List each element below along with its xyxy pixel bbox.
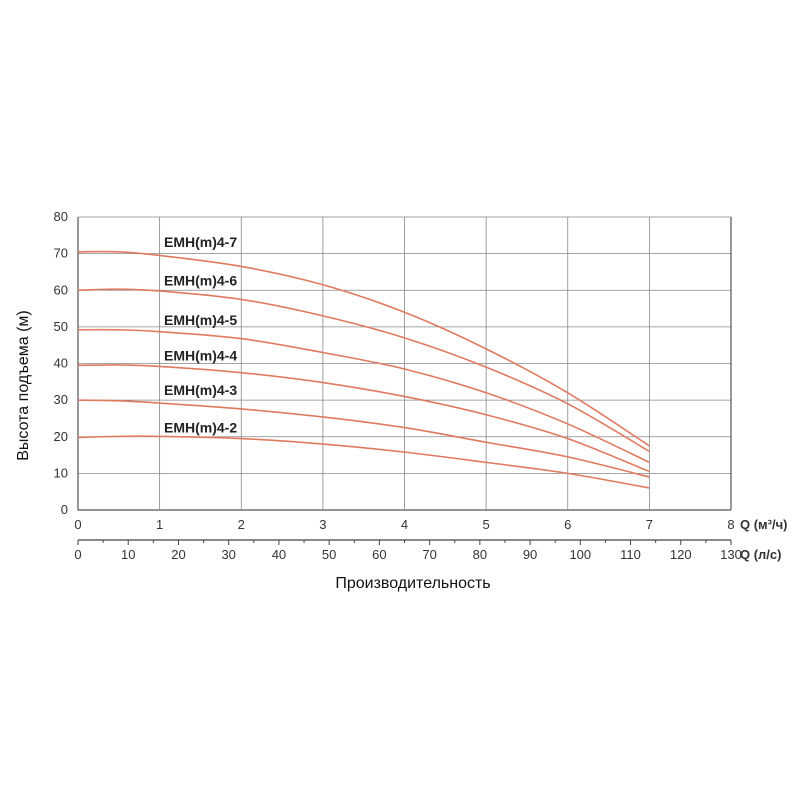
series-label-4: EMH(m)4-3 xyxy=(164,382,237,398)
x-axis-title: Производительность xyxy=(335,575,490,592)
x-secondary-tick-label-30: 30 xyxy=(221,547,235,562)
x-secondary-tick-label-80: 80 xyxy=(473,547,487,562)
y-axis-title: Высота подъема (м) xyxy=(15,310,32,460)
curve-emh-m-4-3 xyxy=(77,399,650,478)
curve-emh-m-4-5 xyxy=(77,328,650,464)
y-tick-label-30: 30 xyxy=(54,392,68,407)
y-tick-label-20: 20 xyxy=(54,429,68,444)
x-secondary-tick-label-60: 60 xyxy=(372,547,386,562)
y-tick-label-10: 10 xyxy=(54,465,68,480)
grid xyxy=(77,216,732,511)
y-tick-label-0: 0 xyxy=(61,502,68,517)
x-secondary-tick-label-0: 0 xyxy=(74,547,81,562)
x-secondary-tick-label-10: 10 xyxy=(121,547,135,562)
x-secondary-tick-label-70: 70 xyxy=(422,547,436,562)
x-secondary-tick-label-130: 130 xyxy=(720,547,742,562)
series-labels: EMH(m)4-7 EMH(m)4-6 EMH(m)4-5 EMH(m)4-4 EMH(… xyxy=(164,234,237,436)
y-tick-label-40: 40 xyxy=(54,356,68,371)
x-primary-tick-label-3: 3 xyxy=(319,517,326,532)
x-secondary-tick-label-50: 50 xyxy=(322,547,336,562)
y-tick-label-70: 70 xyxy=(54,246,68,261)
x-secondary-tick-label-90: 90 xyxy=(523,547,537,562)
x-primary-tick-label-4: 4 xyxy=(401,517,408,532)
x-axis-primary-unit: Q (м³/ч) xyxy=(740,517,788,532)
x-primary-tick-label-7: 7 xyxy=(646,517,653,532)
x-secondary-tick-label-110: 110 xyxy=(620,547,641,562)
series-label-5: EMH(m)4-2 xyxy=(164,419,237,435)
series-label-1: EMH(m)4-6 xyxy=(164,272,237,288)
y-tick-label-60: 60 xyxy=(54,282,68,297)
series-label-3: EMH(m)4-4 xyxy=(164,347,237,363)
x-axis-secondary-unit: Q (л/с) xyxy=(740,547,781,562)
x-primary-tick-label-5: 5 xyxy=(483,517,490,532)
x-secondary-tick-label-40: 40 xyxy=(272,547,286,562)
series-label-0: EMH(m)4-7 xyxy=(164,234,237,250)
curve-emh-m-4-6 xyxy=(77,288,650,453)
axes: Q (м³/ч) Q (л/с) Производительность Высо… xyxy=(15,209,788,592)
x-primary-tick-label-8: 8 xyxy=(727,517,734,532)
curve-emh-m-4-7 xyxy=(77,250,650,447)
x-primary-tick-label-6: 6 xyxy=(564,517,571,532)
x-primary-tick-label-1: 1 xyxy=(156,517,163,532)
y-tick-label-50: 50 xyxy=(54,319,68,334)
x-secondary-tick-label-100: 100 xyxy=(569,547,591,562)
curve-emh-m-4-4 xyxy=(77,364,650,473)
x-primary-tick-label-2: 2 xyxy=(238,517,245,532)
x-secondary-tick-label-120: 120 xyxy=(670,547,692,562)
series-label-2: EMH(m)4-5 xyxy=(164,312,237,328)
x-secondary-tick-label-20: 20 xyxy=(171,547,185,562)
performance-curves xyxy=(77,250,650,489)
curve-emh-m-4-2 xyxy=(77,435,650,489)
y-tick-label-80: 80 xyxy=(54,209,68,224)
x-primary-tick-label-0: 0 xyxy=(74,517,81,532)
